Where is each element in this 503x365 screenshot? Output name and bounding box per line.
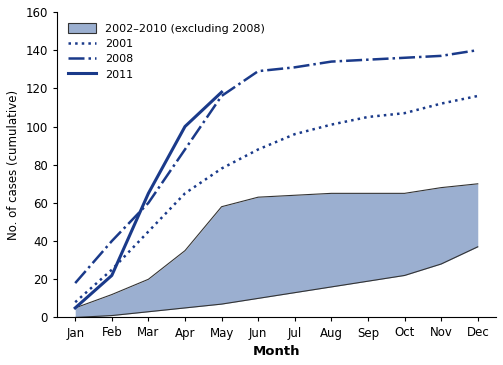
Line: 2011: 2011 — [75, 92, 222, 308]
2008 — [109, 239, 115, 243]
Line: 2001: 2001 — [75, 96, 478, 302]
2008 — [328, 59, 334, 64]
2008 — [182, 147, 188, 151]
2008 — [219, 94, 225, 98]
2001 — [109, 268, 115, 272]
2001 — [365, 115, 371, 119]
2001 — [438, 101, 444, 106]
2001 — [219, 166, 225, 171]
2011 — [145, 191, 151, 196]
2008 — [72, 281, 78, 285]
Y-axis label: No. of cases (cumulative): No. of cases (cumulative) — [7, 90, 20, 240]
X-axis label: Month: Month — [253, 345, 300, 358]
2001 — [72, 300, 78, 304]
2008 — [365, 58, 371, 62]
Legend: 2002–2010 (excluding 2008), 2001, 2008, 2011: 2002–2010 (excluding 2008), 2001, 2008, … — [62, 18, 270, 85]
2001 — [292, 132, 298, 137]
2008 — [438, 54, 444, 58]
2001 — [182, 191, 188, 196]
2011 — [182, 124, 188, 129]
2008 — [475, 48, 481, 52]
Line: 2008: 2008 — [75, 50, 478, 283]
2008 — [292, 65, 298, 69]
2008 — [145, 201, 151, 205]
2001 — [328, 122, 334, 127]
2001 — [255, 147, 261, 151]
2008 — [255, 69, 261, 73]
2001 — [401, 111, 407, 115]
2001 — [145, 229, 151, 234]
2011 — [109, 273, 115, 278]
2011 — [219, 90, 225, 94]
2001 — [475, 94, 481, 98]
2011 — [72, 306, 78, 310]
2008 — [401, 55, 407, 60]
